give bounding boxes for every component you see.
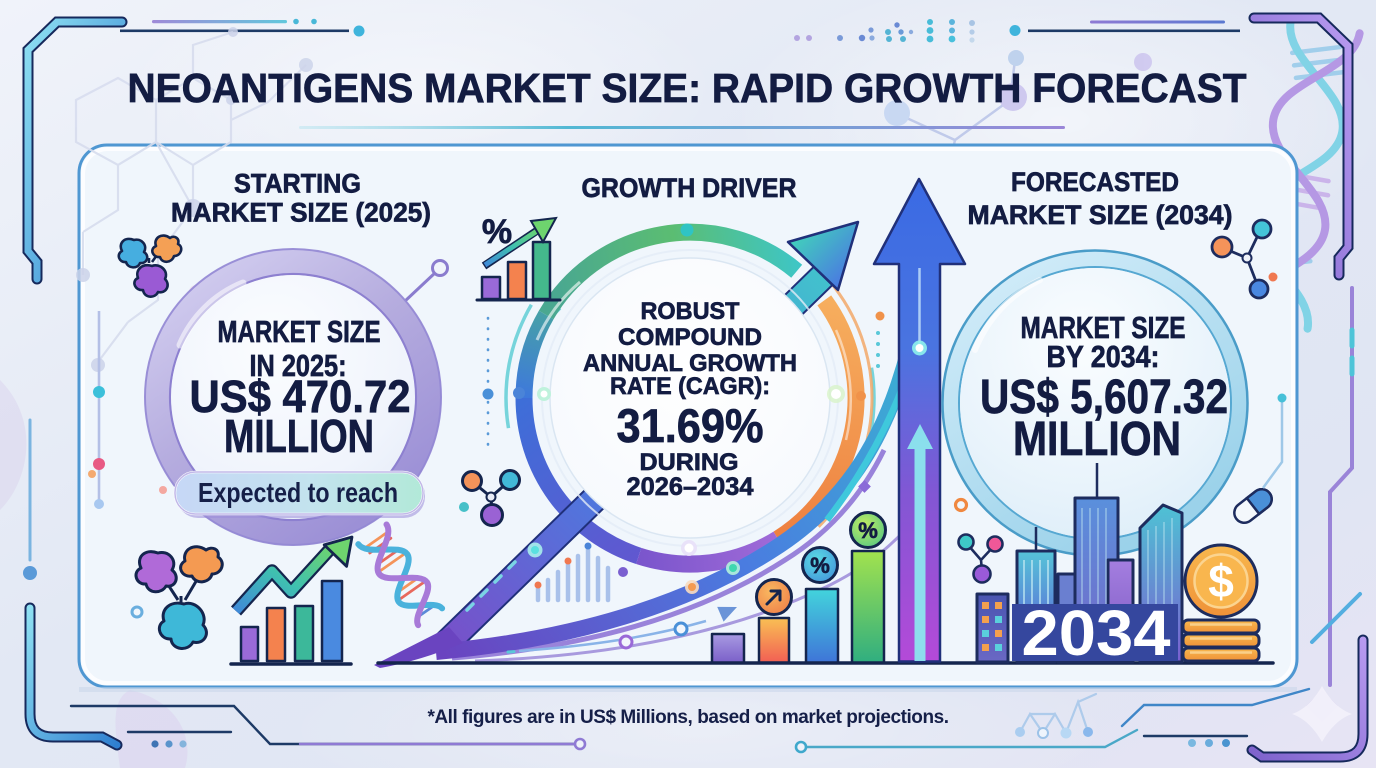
svg-text:%: % [482, 213, 512, 251]
svg-text:ROBUST: ROBUST [641, 298, 740, 325]
svg-text:2034: 2034 [1022, 597, 1171, 669]
svg-text:Expected to reach: Expected to reach [198, 477, 398, 508]
svg-text:MARKET SIZE: MARKET SIZE [218, 314, 381, 349]
svg-text:$: $ [1208, 555, 1234, 607]
svg-text:RATE (CAGR):: RATE (CAGR): [610, 373, 770, 400]
svg-text:STARTING: STARTING [234, 169, 361, 199]
svg-text:US$ 5,607.32: US$ 5,607.32 [980, 371, 1228, 424]
svg-text:%: % [858, 518, 878, 543]
svg-text:NEOANTIGENS MARKET SIZE: RAPID: NEOANTIGENS MARKET SIZE: RAPID GROWTH FO… [128, 65, 1247, 111]
svg-text:MARKET SIZE (2025): MARKET SIZE (2025) [171, 198, 431, 228]
svg-text:MILLION: MILLION [224, 410, 374, 462]
svg-text:31.69%: 31.69% [617, 399, 764, 452]
svg-text:MILLION: MILLION [1013, 413, 1181, 466]
svg-text:COMPOUND: COMPOUND [618, 324, 762, 351]
svg-text:BY 2034:: BY 2034: [1047, 339, 1160, 374]
svg-text:%: % [810, 553, 830, 578]
svg-text:IN 2025:: IN 2025: [250, 348, 347, 383]
svg-text:US$ 470.72: US$ 470.72 [190, 371, 411, 422]
svg-text:ANNUAL GROWTH: ANNUAL GROWTH [583, 350, 797, 377]
svg-text:*All figures are in US$ Millio: *All figures are in US$ Millions, based … [427, 707, 948, 728]
svg-text:DURING: DURING [640, 449, 739, 476]
svg-text:2026–2034: 2026–2034 [627, 473, 754, 501]
svg-text:MARKET SIZE (2034): MARKET SIZE (2034) [968, 200, 1233, 230]
svg-text:MARKET SIZE: MARKET SIZE [1021, 310, 1186, 345]
svg-text:GROWTH DRIVER: GROWTH DRIVER [582, 173, 797, 203]
svg-text:FORECASTED: FORECASTED [1011, 167, 1179, 197]
